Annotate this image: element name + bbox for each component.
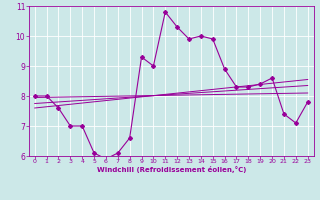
- X-axis label: Windchill (Refroidissement éolien,°C): Windchill (Refroidissement éolien,°C): [97, 166, 246, 173]
